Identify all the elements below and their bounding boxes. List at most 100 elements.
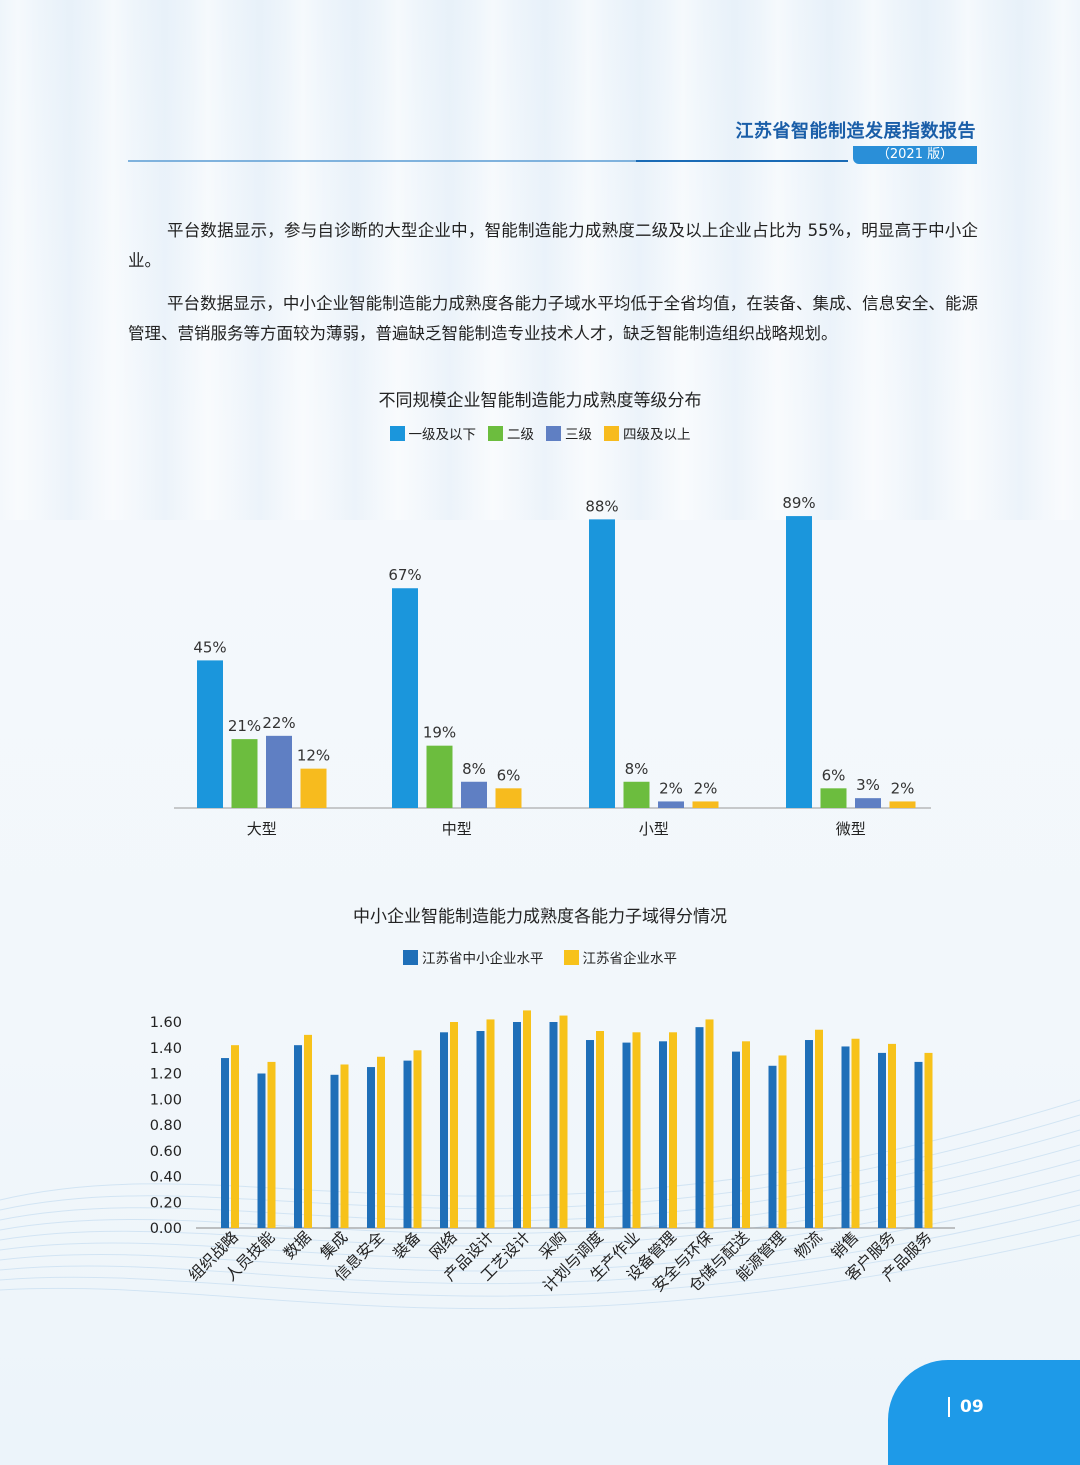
y-tick-label: 1.20 bbox=[150, 1067, 182, 1083]
y-tick-label: 0.40 bbox=[150, 1170, 182, 1186]
paragraph-1: 平台数据显示，参与自诊断的大型企业中，智能制造能力成熟度二级及以上企业占比为 5… bbox=[128, 221, 978, 270]
bar bbox=[367, 1067, 375, 1228]
legend-label: 二级 bbox=[507, 427, 534, 443]
bar bbox=[632, 1032, 641, 1228]
bar bbox=[732, 1051, 740, 1228]
chart1-title: 不同规模企业智能制造能力成熟度等级分布 bbox=[378, 391, 702, 411]
page-number: 09 bbox=[948, 1397, 984, 1417]
bar bbox=[623, 781, 650, 808]
bar bbox=[304, 1034, 312, 1228]
legend-swatch bbox=[604, 425, 619, 441]
y-tick-label: 1.60 bbox=[150, 1015, 182, 1031]
legend-swatch bbox=[403, 949, 418, 965]
data-label: 89% bbox=[782, 494, 815, 512]
bar bbox=[513, 1022, 521, 1228]
chart2-title: 中小企业智能制造能力成熟度各能力子域得分情况 bbox=[353, 907, 727, 927]
data-label: 2% bbox=[694, 779, 718, 797]
bar bbox=[924, 1052, 933, 1228]
bar bbox=[294, 1045, 302, 1228]
bar bbox=[841, 1046, 850, 1228]
legend-item: 江苏省企业水平 bbox=[563, 947, 678, 967]
bar bbox=[559, 1015, 568, 1228]
bar bbox=[440, 1032, 448, 1228]
data-label: 12% bbox=[297, 747, 330, 765]
y-tick-label: 0.60 bbox=[150, 1144, 182, 1160]
bar bbox=[596, 1031, 604, 1228]
y-tick-label: 1.40 bbox=[150, 1041, 182, 1057]
bar bbox=[659, 1041, 667, 1228]
x-tick-label: 中型 bbox=[442, 820, 472, 838]
chart2-legend: 江苏省中小企业水平 江苏省企业水平 bbox=[0, 947, 1080, 967]
bar bbox=[851, 1038, 860, 1228]
chart2-plot: 0.000.200.400.600.801.001.201.401.60组织战略… bbox=[150, 1010, 955, 1296]
chart1-legend: 一级及以下 二级 三级 四级及以上 bbox=[0, 423, 1080, 443]
bar bbox=[658, 801, 684, 808]
bar bbox=[523, 1010, 531, 1228]
bar bbox=[586, 1040, 594, 1228]
bar bbox=[392, 588, 418, 808]
bar bbox=[330, 1074, 339, 1228]
bar bbox=[300, 768, 327, 808]
x-tick-label: 微型 bbox=[836, 820, 866, 838]
bar bbox=[486, 1019, 495, 1228]
page-corner-tab bbox=[888, 1360, 1080, 1465]
bar bbox=[340, 1064, 349, 1228]
bar bbox=[266, 735, 292, 808]
bar bbox=[889, 801, 916, 808]
background-stripes bbox=[0, 0, 1080, 520]
bar bbox=[692, 801, 719, 808]
legend-label: 江苏省企业水平 bbox=[582, 951, 678, 967]
bar bbox=[878, 1052, 886, 1228]
legend-label: 四级及以上 bbox=[623, 427, 691, 443]
x-tick-label: 数据 bbox=[280, 1228, 315, 1263]
legend-swatch bbox=[389, 425, 405, 441]
y-tick-label: 1.00 bbox=[150, 1092, 182, 1108]
legend-item: 一级及以下 bbox=[389, 423, 477, 443]
y-tick-label: 0.20 bbox=[150, 1195, 182, 1211]
data-label: 22% bbox=[262, 714, 295, 732]
bar bbox=[742, 1041, 750, 1228]
x-tick-label: 小型 bbox=[639, 820, 669, 838]
data-label: 8% bbox=[462, 760, 486, 778]
bar bbox=[888, 1043, 896, 1228]
bar bbox=[450, 1022, 458, 1228]
legend-item: 二级 bbox=[488, 423, 534, 443]
x-tick-label: 大型 bbox=[247, 820, 277, 838]
legend-label: 一级及以下 bbox=[408, 427, 477, 443]
bar bbox=[403, 1060, 412, 1228]
bar bbox=[197, 660, 223, 808]
bar bbox=[495, 788, 522, 808]
legend-swatch bbox=[546, 425, 561, 441]
edition-badge: （2021 版） bbox=[853, 146, 977, 164]
bar bbox=[786, 516, 812, 808]
bar bbox=[914, 1061, 923, 1228]
legend-swatch bbox=[488, 425, 503, 441]
data-label: 8% bbox=[625, 760, 649, 778]
x-tick-label: 物流 bbox=[791, 1228, 826, 1263]
paragraph-2: 平台数据显示，中小企业智能制造能力成熟度各能力子域水平均低于全省均值，在装备、集… bbox=[128, 294, 978, 343]
data-label: 6% bbox=[497, 766, 521, 784]
bar bbox=[805, 1040, 813, 1228]
chart1-plot: 45% 21% 22%12% 大型 67% 19% 8% 6% 中型 88% 8% 2% 2% 小型 89%… bbox=[174, 494, 931, 838]
data-label: 3% bbox=[856, 776, 880, 794]
report-title: 江苏省智能制造发展指数报告 bbox=[735, 121, 976, 142]
header-rule bbox=[128, 160, 848, 162]
x-tick-label: 装备 bbox=[390, 1228, 425, 1263]
data-label: 88% bbox=[585, 497, 618, 515]
bar bbox=[231, 1045, 239, 1228]
legend-item: 江苏省中小企业水平 bbox=[403, 947, 544, 967]
bar bbox=[549, 1022, 558, 1228]
legend-item: 三级 bbox=[546, 423, 592, 443]
bar bbox=[461, 781, 487, 808]
data-label: 6% bbox=[822, 766, 846, 784]
bar bbox=[231, 739, 258, 808]
bar bbox=[855, 798, 881, 808]
bar bbox=[778, 1055, 787, 1228]
bar bbox=[705, 1019, 714, 1228]
bar bbox=[622, 1042, 631, 1228]
bar bbox=[221, 1058, 229, 1228]
data-label: 45% bbox=[193, 638, 226, 656]
bar bbox=[695, 1027, 704, 1228]
header-rule-accent bbox=[636, 160, 848, 162]
data-label: 67% bbox=[388, 566, 421, 584]
